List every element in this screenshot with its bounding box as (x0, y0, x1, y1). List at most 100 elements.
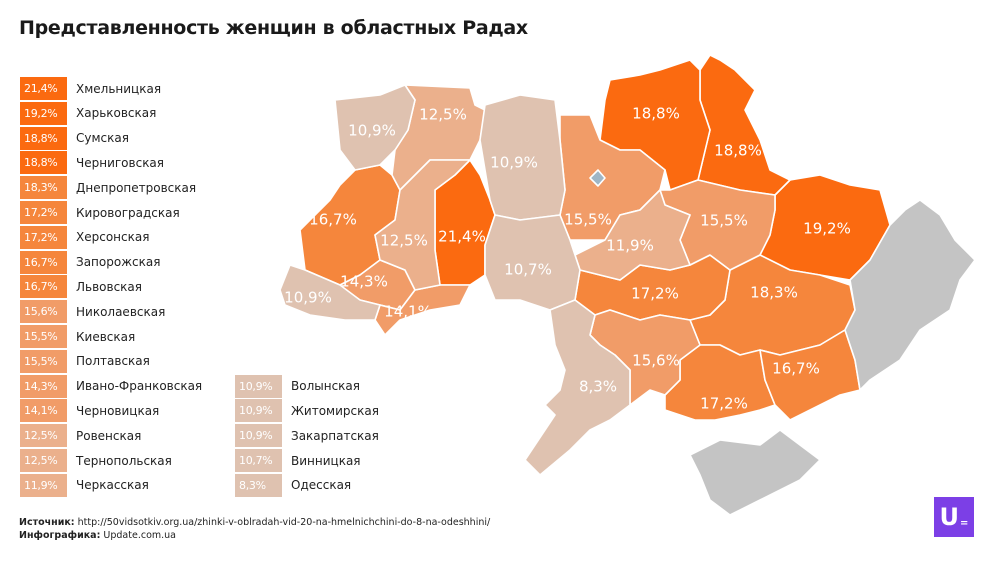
legend-value: 18,8% (20, 126, 67, 150)
legend-item: 18,8% Черниговская (20, 151, 165, 175)
legend-value: 12,5% (20, 449, 67, 472)
legend-item: 15,5% Полтавская (20, 349, 150, 373)
legend-item: 10,9% Житомирская (235, 399, 379, 423)
region-value-label: 10,9% (284, 289, 332, 307)
source-label: Источник: (19, 517, 75, 528)
legend-region-name: Ровенская (76, 428, 142, 443)
region-value-label: 10,9% (348, 122, 396, 140)
region-value-label: 10,7% (504, 261, 552, 279)
legend-value: 16,7% (20, 275, 67, 299)
legend-item: 16,7% Запорожская (20, 250, 161, 274)
legend-value: 12,5% (20, 424, 67, 448)
legend-value: 15,5% (20, 349, 67, 373)
region-no-data (844, 199, 976, 391)
legend-value: 11,9% (20, 473, 67, 497)
legend-region-name: Ивано-Франковская (76, 379, 203, 394)
legend-item: 17,2% Херсонская (20, 225, 150, 249)
legend-region-name: Запорожская (76, 255, 161, 270)
legend-region-name: Винницкая (291, 453, 361, 468)
legend-region-name: Днепропетровская (76, 180, 197, 195)
region-3 (697, 54, 791, 196)
legend-value: 17,2% (20, 201, 67, 224)
legend-region-name: Черниговская (76, 155, 165, 170)
legend-region-name: Закарпатская (291, 428, 379, 443)
legend-value: 10,9% (235, 424, 282, 448)
legend-value: 19,2% (20, 101, 67, 125)
legend-item: 16,7% Львовская (20, 275, 142, 299)
legend-region-name: Николаевская (76, 304, 166, 319)
legend-region-name: Киевская (76, 329, 136, 344)
legend-item: 10,9% Волынская (235, 374, 360, 398)
region-14 (374, 284, 471, 336)
legend-value: 17,2% (20, 225, 67, 249)
region-value-label: 15,5% (564, 211, 612, 229)
logo-letter: U (939, 503, 960, 531)
legend-region-name: Сумская (76, 131, 129, 146)
page-title: Представленность женщин в областных Рада… (19, 17, 528, 39)
legend-value: 15,5% (20, 325, 67, 348)
legend-item: 8,3% Одесская (235, 473, 352, 497)
legend-region-name: Черкасская (76, 478, 149, 493)
source-url[interactable]: http://50vidsotkiv.org.ua/zhinki-v-oblra… (77, 517, 491, 528)
region-value-label: 19,2% (803, 220, 851, 238)
legend-value: 14,1% (20, 399, 67, 423)
region-value-label: 15,5% (700, 212, 748, 230)
legend-value: 10,9% (235, 374, 282, 398)
legend-value: 8,3% (235, 473, 282, 497)
legend-region-name: Одесская (291, 478, 352, 493)
legend-region-name: Хмельницкая (76, 81, 162, 96)
legend-region-name: Житомирская (291, 403, 379, 418)
region-no-data (689, 429, 821, 516)
legend-item: 15,5% Киевская (20, 325, 135, 348)
legend-item: 12,5% Тернопольская (20, 449, 172, 472)
region-value-label: 11,9% (606, 237, 654, 255)
legend-item: 18,3% Днепропетровская (20, 176, 197, 200)
region-value-label: 16,7% (772, 360, 820, 378)
region-value-label: 10,9% (490, 154, 538, 172)
infographic-label: Инфографика: (19, 530, 101, 541)
legend-item: 17,2% Кировоградская (20, 201, 180, 224)
region-value-label: 18,3% (750, 284, 798, 302)
legend-item: 19,2% Харьковская (20, 101, 157, 125)
region-value-label: 12,5% (380, 232, 428, 250)
region-value-label: 17,2% (631, 285, 679, 303)
legend-value: 10,9% (235, 399, 282, 423)
legend-value: 18,8% (20, 151, 67, 175)
infographic-credit: Update.com.ua (103, 530, 176, 541)
legend-region-name: Черновицкая (76, 403, 160, 418)
region-17 (574, 189, 691, 281)
kyiv-city (589, 169, 606, 187)
region-20 (279, 264, 381, 321)
legend-value: 18,3% (20, 176, 67, 200)
legend-region-name: Харьковская (76, 106, 157, 121)
footer: Источник: http://50vidsotkiv.org.ua/zhin… (19, 516, 490, 542)
region-value-label: 8,3% (579, 378, 617, 396)
logo-dots-icon: = (960, 517, 969, 529)
source-line: Источник: http://50vidsotkiv.org.ua/zhin… (19, 516, 490, 529)
legend-item: 12,5% Ровенская (20, 424, 142, 448)
legend-item: 15,6% Николаевская (20, 300, 166, 324)
region-22 (524, 299, 631, 476)
infographic-line: Инфографика: Update.com.ua (19, 529, 490, 542)
legend-value: 14,3% (20, 374, 67, 398)
region-value-label: 14,3% (340, 273, 388, 291)
legend-region-name: Львовская (76, 279, 142, 294)
region-16 (374, 159, 471, 291)
region-value-label: 16,7% (309, 211, 357, 229)
region-value-label: 14,1% (384, 303, 432, 321)
region-value-label: 18,8% (632, 105, 680, 123)
legend-value: 16,7% (20, 250, 67, 274)
region-18 (334, 84, 416, 171)
legend-region-name: Кировоградская (76, 205, 180, 220)
legend-value: 15,6% (20, 300, 67, 324)
legend-region-name: Волынская (291, 379, 360, 394)
legend-item: 10,7% Винницкая (235, 449, 361, 472)
region-value-label: 21,4% (438, 228, 486, 246)
legend-value: 21,4% (20, 77, 67, 100)
legend-item: 11,9% Черкасская (20, 473, 149, 497)
region-value-label: 12,5% (419, 106, 467, 124)
legend-region-name: Херсонская (76, 230, 150, 245)
legend-item: 18,8% Сумская (20, 126, 129, 150)
legend-region-name: Тернопольская (76, 453, 172, 468)
